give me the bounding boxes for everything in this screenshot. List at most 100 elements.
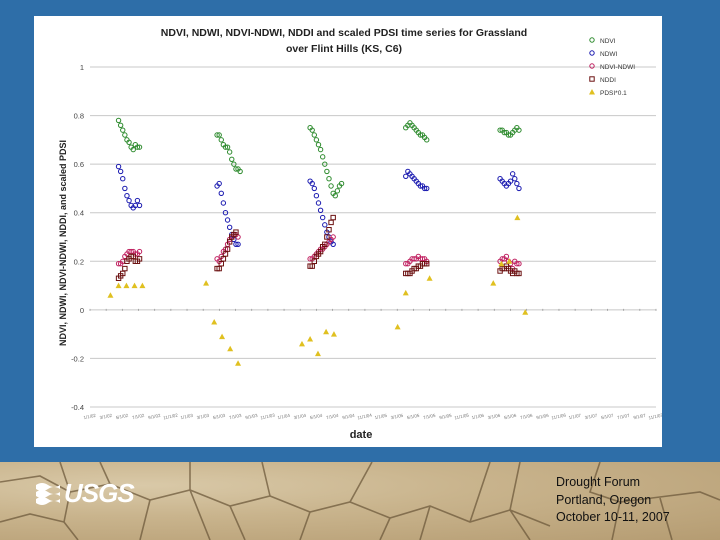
data-point (328, 219, 334, 226)
data-point (319, 214, 326, 221)
legend-marker (589, 63, 595, 69)
x-tick-label: 3/1/04 (293, 413, 307, 421)
data-point (417, 183, 424, 189)
footer-banner: USGS Drought Forum Portland, Oregon Octo… (0, 462, 720, 540)
data-point (334, 188, 341, 194)
data-point (330, 331, 337, 337)
x-tick-label: 11/1/03 (260, 412, 276, 420)
data-point (126, 139, 132, 145)
data-point (139, 282, 146, 289)
x-tick-label: 7/1/06 (520, 413, 534, 421)
data-point (231, 161, 237, 167)
data-point (498, 260, 505, 267)
data-point (227, 345, 234, 352)
data-point (224, 246, 231, 252)
x-tick-label: 1/1/03 (180, 413, 194, 421)
data-point (313, 137, 320, 143)
legend-marker (589, 50, 595, 56)
data-point (516, 127, 522, 133)
legend-label: NDWI (600, 51, 618, 58)
data-point (326, 227, 332, 233)
y-tick-label: 0.8 (74, 112, 84, 121)
x-tick-label: 11/1/06 (551, 412, 567, 420)
y-tick-label: -0.4 (71, 403, 84, 412)
x-tick-label: 7/1/05 (423, 413, 437, 421)
data-point (233, 166, 239, 172)
data-point (117, 122, 124, 128)
data-point (490, 280, 497, 286)
x-tick-label: 9/1/03 (245, 413, 259, 421)
data-point (203, 280, 210, 286)
data-point (222, 210, 229, 216)
data-point (328, 183, 334, 189)
x-tick-label: 3/1/02 (99, 413, 113, 421)
data-point (324, 234, 330, 240)
data-point (136, 202, 143, 209)
data-point (298, 340, 305, 347)
data-point (317, 146, 324, 153)
x-tick-label: 11/1/05 (454, 412, 470, 420)
data-point (216, 132, 222, 138)
legend: NDVI NDWI NDVI-NDWI NDDI PDSI*0.1 (589, 37, 635, 97)
data-point (424, 261, 430, 267)
data-point (120, 127, 126, 133)
data-point (403, 173, 409, 179)
data-point (136, 144, 143, 150)
data-point (235, 360, 242, 366)
data-point (314, 350, 321, 357)
event-info: Drought Forum Portland, Oregon October 1… (556, 474, 716, 527)
data-point (497, 127, 503, 133)
data-point (394, 323, 401, 330)
x-tick-label: 11/1/02 (163, 412, 179, 420)
data-point (134, 144, 141, 150)
data-point (516, 261, 522, 267)
x-tick-labels: 1/1/02 3/1/02 5/1/02 7/1/02 9/1/02 11/1/02 1/1… (83, 308, 662, 421)
data-point (136, 256, 143, 262)
data-point (222, 144, 229, 150)
data-point (309, 180, 315, 187)
data-point (107, 292, 114, 298)
data-point (224, 217, 231, 223)
data-point (120, 176, 126, 182)
data-point (117, 168, 124, 175)
x-tick-label: 1/1/06 (471, 413, 485, 421)
x-tick-label: 11/1/04 (357, 412, 373, 420)
data-point (211, 319, 218, 325)
data-point (424, 185, 430, 192)
x-tick-label: 9/1/06 (536, 413, 550, 421)
x-tick-label: 1/1/07 (568, 413, 582, 421)
gridlines (90, 66, 656, 408)
data-point (426, 275, 433, 281)
data-point (216, 180, 222, 187)
data-point (134, 197, 141, 204)
data-point (218, 190, 224, 196)
data-marks (107, 117, 529, 366)
data-point (330, 234, 336, 240)
data-point (506, 258, 513, 264)
x-tick-label: 9/1/05 (439, 413, 453, 421)
legend-label: PDSI*0.1 (600, 90, 627, 97)
series-pdsi-0-1 (107, 214, 529, 366)
data-point (330, 214, 336, 221)
y-axis-label: NDVI, NDWI, NDVI-NDWI, NDDI, and scaled … (58, 140, 68, 346)
data-point (338, 180, 345, 187)
data-point (324, 168, 330, 175)
data-point (233, 241, 239, 247)
legend-label: NDVI (600, 38, 616, 45)
data-point (226, 149, 233, 155)
data-point (514, 214, 521, 221)
data-point (332, 193, 338, 199)
data-point (122, 265, 128, 272)
event-dates: October 10-11, 2007 (556, 510, 670, 524)
data-point (126, 197, 132, 204)
x-tick-label: 3/1/07 (584, 413, 598, 421)
x-tick-label: 1/1/02 (83, 413, 97, 421)
data-point (136, 248, 143, 255)
x-tick-label: 9/1/04 (342, 413, 356, 421)
data-point (509, 171, 516, 177)
x-tick-label: 1/1/05 (374, 413, 388, 421)
data-point (317, 207, 324, 213)
data-point (319, 154, 326, 160)
x-tick-label: 9/1/07 (633, 413, 647, 421)
data-point (313, 193, 320, 199)
